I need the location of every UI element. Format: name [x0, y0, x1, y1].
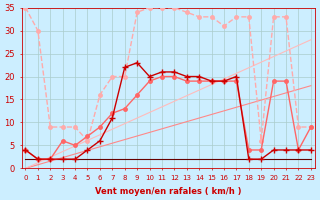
X-axis label: Vent moyen/en rafales ( km/h ): Vent moyen/en rafales ( km/h ) [95, 187, 241, 196]
